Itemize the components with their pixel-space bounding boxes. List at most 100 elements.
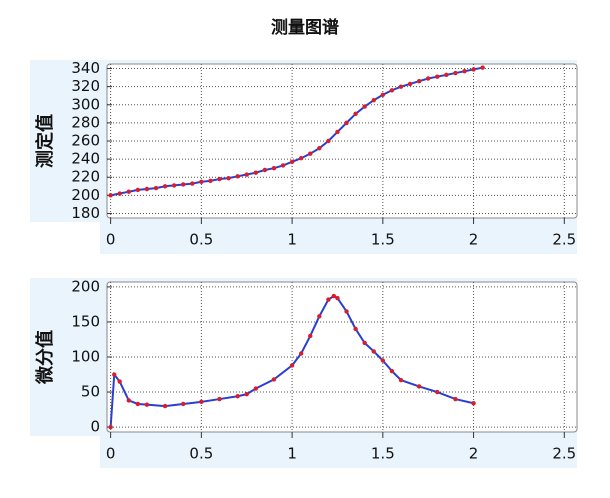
data-point <box>253 386 259 391</box>
data-point <box>416 384 422 389</box>
data-point <box>126 398 131 403</box>
data-point <box>171 183 177 188</box>
data-point <box>416 79 422 84</box>
data-point <box>335 295 340 301</box>
data-point <box>353 111 358 117</box>
data-point <box>398 377 404 383</box>
x-tick-label: 2 <box>469 231 479 249</box>
data-point <box>308 333 313 339</box>
y-tick-label: 340 <box>71 59 100 77</box>
data-point <box>235 394 240 399</box>
data-point <box>217 176 222 182</box>
data-point <box>190 181 195 186</box>
data-point <box>181 182 186 187</box>
data-point <box>244 391 249 397</box>
data-point <box>331 293 337 299</box>
y-tick-label: 300 <box>71 95 100 113</box>
x-tick-label: 1.5 <box>371 231 395 249</box>
data-point <box>317 146 322 151</box>
data-point <box>298 351 304 356</box>
data-point <box>444 72 449 78</box>
data-point <box>271 165 277 171</box>
data-point <box>335 129 340 135</box>
y-tick-label: 280 <box>71 113 100 131</box>
data-point <box>289 159 295 165</box>
data-point <box>371 98 376 103</box>
y-tick-label: 220 <box>71 168 100 186</box>
data-point <box>425 76 431 81</box>
data-point <box>244 172 249 177</box>
data-point <box>208 178 213 184</box>
y-tick-label: 50 <box>81 383 100 401</box>
y-tick-label: 260 <box>71 132 100 150</box>
data-point <box>144 402 150 407</box>
data-point <box>108 424 113 430</box>
y-tick-label: 180 <box>71 204 100 222</box>
data-point <box>326 297 331 302</box>
page-title: 测量图谱 <box>271 17 339 38</box>
data-point <box>112 372 117 377</box>
data-point <box>380 92 386 98</box>
data-point <box>380 358 386 363</box>
data-point <box>362 340 367 346</box>
data-point <box>435 74 440 79</box>
y-tick-label: 240 <box>71 150 100 168</box>
data-point <box>117 191 122 196</box>
data-point <box>181 401 186 407</box>
y-tick-label: 100 <box>71 348 100 366</box>
data-point <box>389 88 395 93</box>
x-tick-label: 1 <box>287 445 297 463</box>
data-point <box>471 401 476 406</box>
y-tick-label: 150 <box>71 312 100 330</box>
data-point <box>471 67 476 72</box>
x-tick-label: 1.5 <box>371 445 395 463</box>
data-point <box>135 401 141 407</box>
y-tick-label: 200 <box>71 186 100 204</box>
data-point <box>199 399 204 405</box>
data-point <box>153 185 159 191</box>
data-point <box>108 193 113 198</box>
data-point <box>453 70 458 76</box>
data-point <box>262 167 268 173</box>
data-point <box>317 314 322 319</box>
data-point <box>462 69 467 74</box>
x-tick-label: 2.5 <box>552 231 576 249</box>
data-point <box>117 379 122 384</box>
data-point <box>289 363 295 368</box>
data-point <box>280 163 286 168</box>
data-point <box>344 120 349 126</box>
y-tick-label: 0 <box>90 418 100 436</box>
data-point <box>353 326 358 332</box>
x-tick-label: 0.5 <box>189 445 213 463</box>
data-point <box>135 187 141 193</box>
data-point <box>344 309 349 314</box>
data-point <box>199 179 204 184</box>
data-point <box>480 65 485 70</box>
data-line <box>109 294 474 428</box>
x-tick-label: 0 <box>106 445 116 463</box>
data-point <box>217 396 222 402</box>
data-point <box>371 349 376 354</box>
data-point <box>435 389 440 395</box>
data-point <box>398 84 404 89</box>
data-point <box>389 368 395 374</box>
data-point <box>308 151 313 156</box>
y-tick-label: 200 <box>71 277 100 295</box>
x-tick-label: 1 <box>287 231 297 249</box>
data-point <box>126 189 131 194</box>
data-point <box>326 138 331 144</box>
data-point <box>271 377 277 382</box>
x-tick-label: 2.5 <box>552 445 576 463</box>
x-tick-label: 0.5 <box>189 231 213 249</box>
data-point <box>162 403 168 409</box>
x-axis-panel <box>100 432 577 468</box>
y-tick-label: 320 <box>71 77 100 95</box>
data-point <box>407 81 413 87</box>
x-tick-label: 2 <box>469 445 479 463</box>
y-axis-label: 测定值 <box>34 114 56 168</box>
x-tick-label: 0 <box>106 231 116 249</box>
data-point <box>144 186 150 192</box>
data-point <box>298 156 304 161</box>
data-point <box>162 184 168 189</box>
